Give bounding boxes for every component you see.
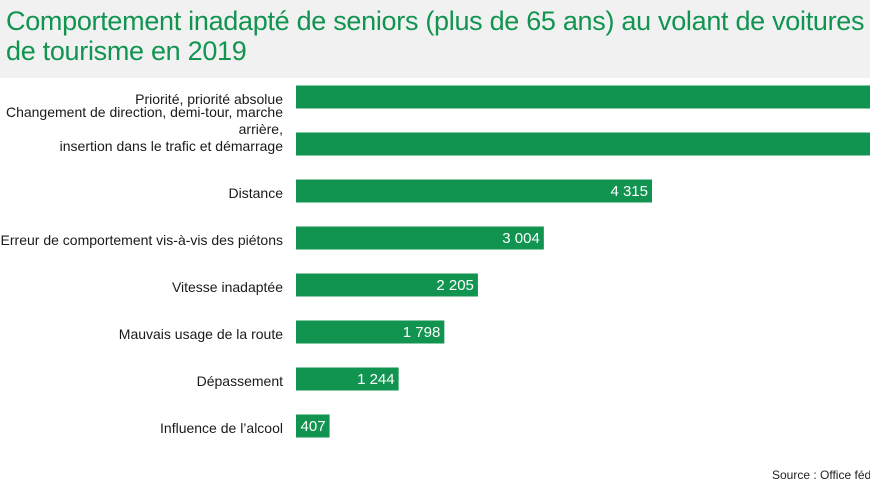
bar-value-label: 2 205 [436, 277, 474, 294]
source-note: Source : Office fédé [772, 468, 870, 482]
category-label: Erreur de comportement vis-à-vis des pié… [1, 232, 283, 248]
bar-depassement [296, 367, 399, 391]
bar-value-label: 407 [301, 418, 326, 435]
bar-priorite-priorite-absolue [296, 85, 870, 109]
category-label: Distance [229, 185, 284, 201]
bar-erreur-de-comportement-vis-a-vis-des-pietons [296, 226, 544, 250]
category-label: Changement de direction, demi-tour, marc… [6, 104, 283, 154]
bar-vitesse-inadaptee [296, 273, 478, 297]
bar-value-label: 4 315 [610, 183, 648, 200]
category-label: Influence de l’alcool [160, 420, 283, 436]
category-label: Mauvais usage de la route [119, 326, 283, 342]
bar-value-label: 1 798 [403, 324, 441, 341]
category-label: Priorité, priorité absolue [135, 91, 283, 107]
category-label: Dépassement [197, 373, 283, 389]
bar-distance [296, 179, 652, 203]
plot-area: Priorité, priorité absolue Changement de … [0, 78, 870, 490]
bar-mauvais-usage-de-la-route [296, 320, 445, 344]
bar-value-label: 1 244 [357, 371, 395, 388]
bar-influence-de-l-alcool [296, 414, 330, 438]
category-label: Vitesse inadaptée [172, 279, 283, 295]
bar-changement-de-direction-demi-tour-marche-arriere-insertion-dans-le-trafic-et-demarrage [296, 132, 870, 156]
bar-value-label: 3 004 [502, 230, 540, 247]
chart-title: Comportement inadapté de seniors (plus d… [6, 6, 865, 66]
